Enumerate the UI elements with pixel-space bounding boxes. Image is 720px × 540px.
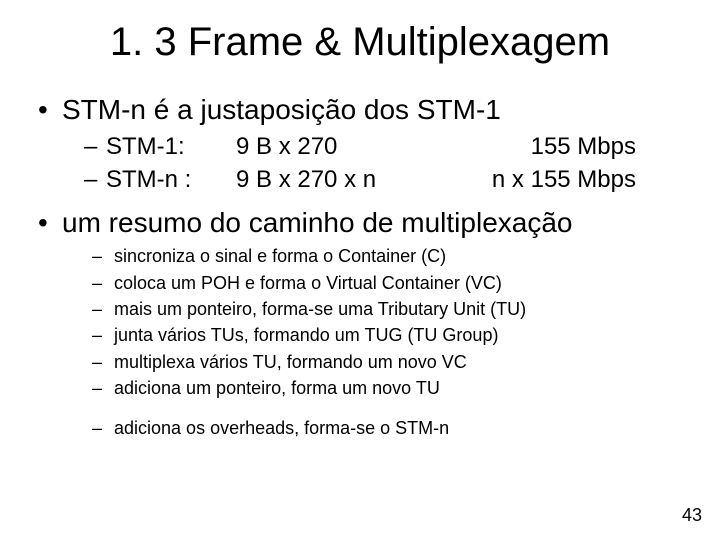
spacer [62,402,688,416]
cell-label: STM-1: [106,131,236,162]
cell-label: STM-n : [106,164,236,195]
list-item: adiciona um ponteiro, forma um novo TU [62,376,688,400]
cell-rate: n x 155 Mbps [436,164,656,195]
list-item-final: adiciona os overheads, forma-se o STM-n [62,416,688,440]
data-row-stm1: STM-1: 9 B x 270 155 Mbps [62,131,688,162]
list-item: sincroniza o sinal e forma o Container (… [62,244,688,268]
data-row-stmn: STM-n : 9 B x 270 x n n x 155 Mbps [62,164,688,195]
bullet-text: um resumo do caminho de multiplexação [62,207,572,238]
cell-rate: 155 Mbps [436,131,656,162]
slide: 1. 3 Frame & Multiplexagem STM-n é a jus… [0,0,720,540]
list-item: junta vários TUs, formando um TUG (TU Gr… [62,323,688,347]
slide-body: STM-n é a justaposição dos STM-1 STM-1: … [38,92,688,450]
list-item: multiplexa vários TU, formando um novo V… [62,350,688,374]
cell-formula: 9 B x 270 x n [236,164,436,195]
page-number: 43 [682,505,702,526]
bullet-text: STM-n é a justaposição dos STM-1 [62,94,501,125]
slide-title: 1. 3 Frame & Multiplexagem [0,20,720,65]
bullet-multiplex-summary: um resumo do caminho de multiplexação si… [38,205,688,440]
bullet-stm-n-definition: STM-n é a justaposição dos STM-1 STM-1: … [38,92,688,195]
cell-formula: 9 B x 270 [236,131,436,162]
list-item: coloca um POH e forma o Virtual Containe… [62,271,688,295]
list-item: mais um ponteiro, forma-se uma Tributary… [62,297,688,321]
